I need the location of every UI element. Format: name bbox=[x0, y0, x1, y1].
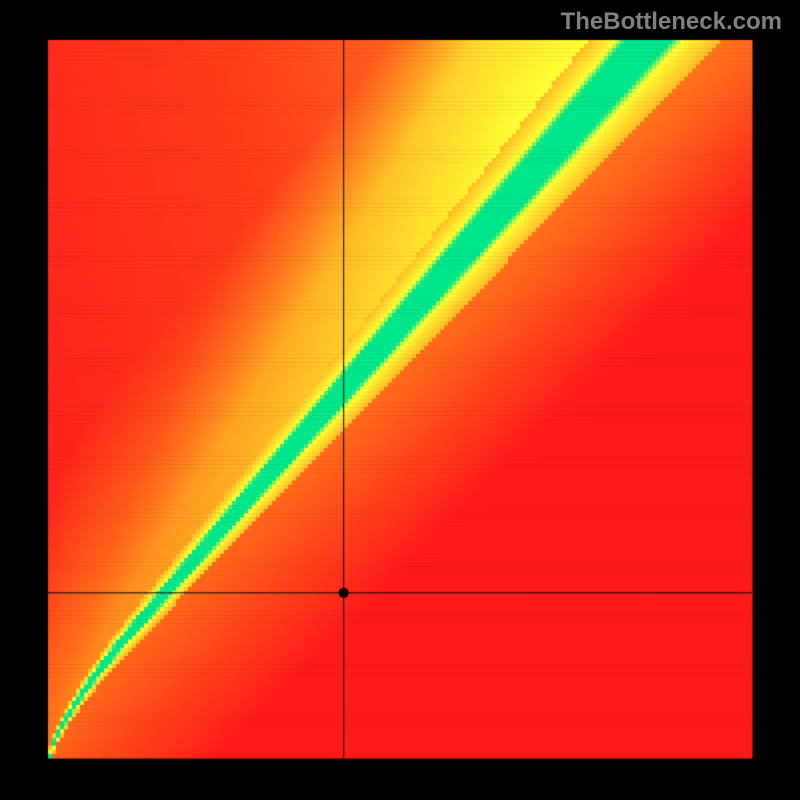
heatmap-canvas bbox=[0, 0, 800, 800]
watermark-text: TheBottleneck.com bbox=[561, 8, 782, 36]
chart-container: TheBottleneck.com bbox=[0, 0, 800, 800]
